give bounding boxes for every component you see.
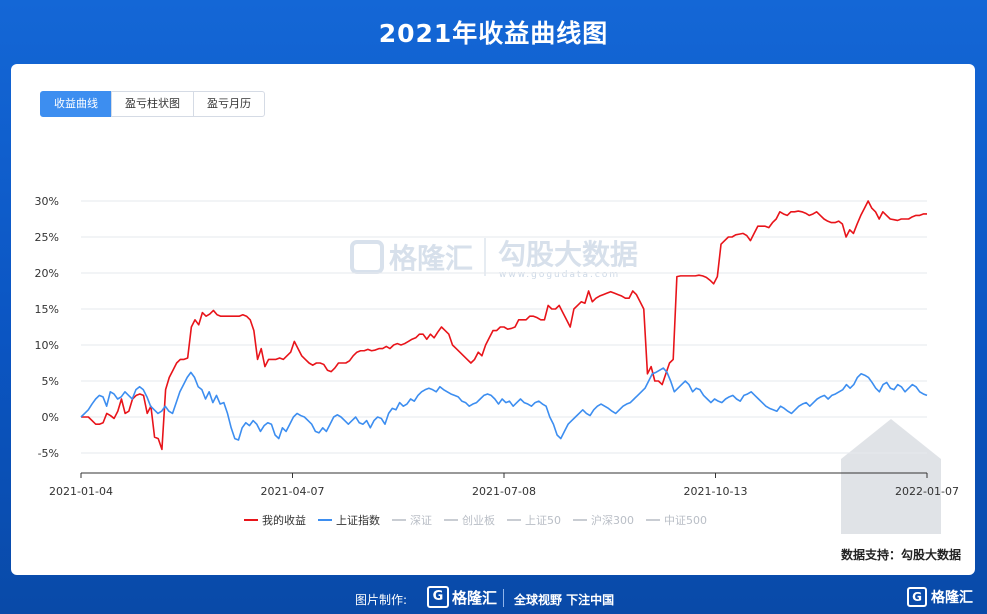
legend-item-1[interactable]: 上证指数 [318,512,380,528]
x-axis: 2021-01-04 2021-04-07 2021-07-08 2021-10-13… [49,472,959,498]
logo-g-icon: G [427,586,449,608]
footer-made-by: 图片制作: [355,593,408,607]
legend-item-2[interactable]: 深证 [392,512,432,528]
legend-label: 上证50 [525,514,561,527]
legend-swatch [507,519,521,521]
series-line-1 [80,367,928,441]
legend-swatch [318,519,332,521]
legend-swatch [646,519,660,521]
line-chart: 格隆汇 勾股大数据 www.gogudata.com 30% 25% 20% 15% 1… [35,195,959,534]
y-axis: 30% 25% 20% 15% 10% 5% 0% -5% [35,195,59,460]
footer: 图片制作: G 格隆汇 全球视野 下注中国 G 格隆汇 [0,583,987,614]
legend-label: 创业板 [462,514,495,527]
chart-series [80,200,928,451]
legend-label: 中证500 [664,514,707,527]
watermark-partner-url: www.gogudata.com [499,270,620,280]
brand-g-icon: G [907,587,927,607]
y-tick-label: 30% [35,195,59,208]
legend-item-0[interactable]: 我的收益 [244,512,306,528]
legend-swatch [392,519,406,521]
y-tick-label: -5% [38,447,59,460]
watermark-logo-icon [350,240,384,274]
data-support-text: 数据支持：勾股大数据 [840,548,961,562]
legend-item-4[interactable]: 上证50 [507,512,561,528]
legend-item-5[interactable]: 沪深300 [573,512,634,528]
legend-label: 我的收益 [262,514,306,527]
legend-label: 深证 [410,514,432,527]
footer-logo: G 格隆汇 [427,586,497,608]
y-tick-label: 10% [35,339,59,352]
footer-logo-name: 格隆汇 [452,588,498,607]
legend-label: 沪深300 [591,514,634,527]
series-line-0 [81,200,927,451]
footer-separator [503,589,504,607]
chart-grid [81,200,927,454]
legend-item-3[interactable]: 创业板 [444,512,495,528]
legend-label: 上证指数 [336,514,380,527]
x-tick-label: 2021-04-07 [261,485,325,498]
x-tick-label: 2021-01-04 [49,485,113,498]
watermark-brand: 格隆汇 [389,242,473,275]
y-tick-label: 0% [42,411,59,424]
legend-swatch [244,519,258,521]
tab-profit-bar[interactable]: 盈亏柱状图 [111,91,194,117]
y-tick-label: 25% [35,231,59,244]
watermark-partner: 勾股大数据 [498,238,638,271]
watermark: 格隆汇 勾股大数据 www.gogudata.com [350,238,638,280]
house-car-decoration-icon [841,419,941,534]
chart-legend: 我的收益 上证指数 深证 创业板 上证50 沪深300 中证500 [244,512,719,528]
page-title: 2021年收益曲线图 [378,19,609,48]
y-tick-label: 5% [42,375,59,388]
footer-brand-name: 格隆汇 [931,590,973,606]
x-tick-label: 2021-10-13 [684,485,748,498]
chart-tabs: 收益曲线 盈亏柱状图 盈亏月历 [40,91,265,117]
y-tick-label: 15% [35,303,59,316]
footer-slogan: 全球视野 下注中国 [514,593,615,607]
chart-card: 收益曲线 盈亏柱状图 盈亏月历 格隆汇 勾股大数据 www.gogudata.c… [11,64,975,575]
x-tick-label: 2022-01-07 [895,485,959,498]
x-tick-label: 2021-07-08 [472,485,536,498]
footer-brand: G 格隆汇 [907,587,973,607]
tab-return-curve[interactable]: 收益曲线 [40,91,112,117]
legend-swatch [573,519,587,521]
tab-profit-calendar[interactable]: 盈亏月历 [193,91,265,117]
y-tick-label: 20% [35,267,59,280]
legend-item-6[interactable]: 中证500 [646,512,707,528]
legend-swatch [444,519,458,521]
